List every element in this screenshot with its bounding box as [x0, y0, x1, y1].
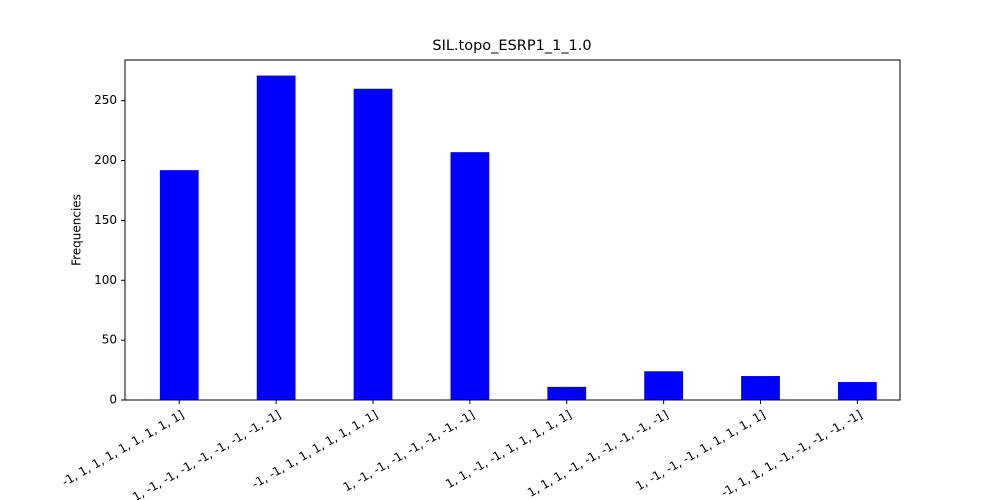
- plot-frame: [124, 59, 901, 401]
- y-tick-label: 100: [94, 273, 117, 287]
- y-tick-label: 200: [94, 153, 117, 167]
- bar: [644, 371, 683, 400]
- y-tick-label: 0: [109, 393, 117, 407]
- bar: [159, 170, 199, 400]
- y-axis-label: Frequencies: [70, 194, 84, 266]
- bar: [256, 75, 296, 400]
- bar: [838, 382, 877, 400]
- bar: [741, 376, 780, 400]
- y-tick-label: 150: [94, 213, 117, 227]
- bar: [353, 88, 393, 400]
- bar: [547, 386, 587, 400]
- y-tick-label: 50: [102, 333, 117, 347]
- bar: [450, 152, 490, 400]
- y-tick-label: 250: [94, 93, 117, 107]
- chart-title: SIL.topo_ESRP1_1_1.0: [432, 38, 591, 54]
